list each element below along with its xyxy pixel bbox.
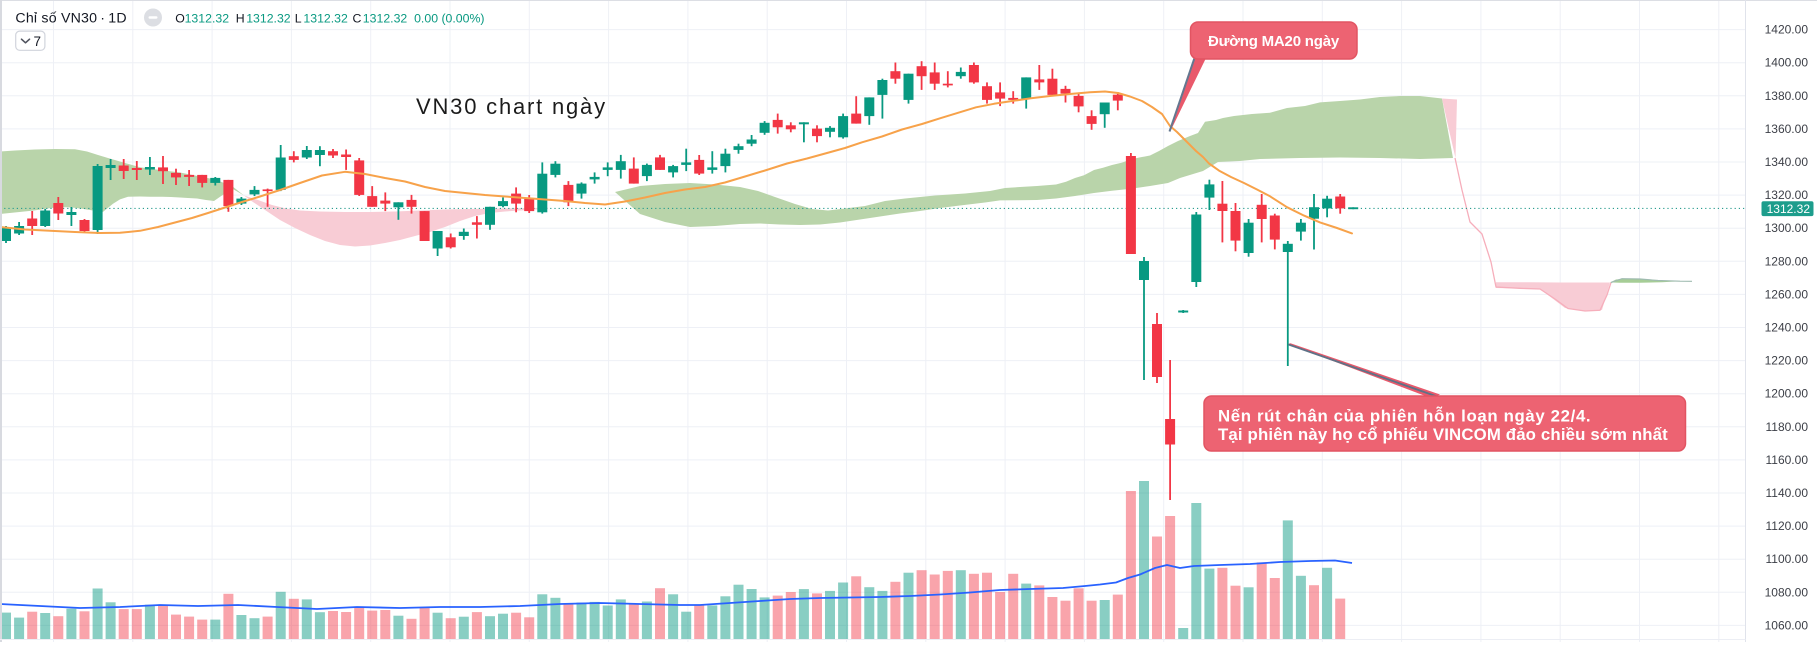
svg-text:Đường MA20 ngày: Đường MA20 ngày [1208, 33, 1340, 50]
svg-text:1420.00: 1420.00 [1765, 23, 1809, 37]
svg-text:1312.32: 1312.32 [303, 11, 348, 25]
svg-text:H: H [236, 11, 245, 25]
svg-text:1312.32: 1312.32 [185, 11, 230, 25]
svg-text:1280.00: 1280.00 [1765, 254, 1809, 268]
svg-text:Tại phiên này họ cổ phiếu VINC: Tại phiên này họ cổ phiếu VINCOM đảo chi… [1218, 425, 1668, 444]
svg-text:VN30 chart ngày: VN30 chart ngày [416, 94, 607, 119]
svg-text:Nến rút chân của phiên hỗn loạ: Nến rút chân của phiên hỗn loạn ngày 22/… [1218, 407, 1591, 426]
svg-text:1240.00: 1240.00 [1765, 321, 1809, 335]
svg-text:1180.00: 1180.00 [1766, 420, 1809, 434]
svg-text:1060.00: 1060.00 [1765, 618, 1809, 632]
svg-text:1320.00: 1320.00 [1765, 188, 1809, 202]
svg-text:1312.32: 1312.32 [363, 11, 408, 25]
svg-text:1100.00: 1100.00 [1766, 552, 1809, 566]
svg-text:7: 7 [34, 34, 42, 49]
svg-text:1360.00: 1360.00 [1765, 122, 1809, 136]
svg-text:1312.32: 1312.32 [246, 11, 291, 25]
svg-text:1300.00: 1300.00 [1765, 221, 1809, 235]
svg-text:1140.00: 1140.00 [1766, 486, 1809, 500]
svg-text:1340.00: 1340.00 [1765, 155, 1809, 169]
svg-text:1080.00: 1080.00 [1765, 585, 1809, 599]
svg-text:C: C [353, 11, 362, 25]
svg-text:1260.00: 1260.00 [1765, 287, 1809, 301]
svg-text:1312.32: 1312.32 [1767, 202, 1811, 216]
svg-text:1160.00: 1160.00 [1766, 453, 1809, 467]
svg-text:1220.00: 1220.00 [1765, 354, 1809, 368]
svg-text:Chỉ số VN30 · 1D: Chỉ số VN30 · 1D [15, 11, 126, 27]
svg-text:1120.00: 1120.00 [1766, 519, 1809, 533]
svg-text:L: L [295, 11, 302, 25]
svg-text:0.00 (0.00%): 0.00 (0.00%) [414, 11, 484, 25]
svg-text:1400.00: 1400.00 [1765, 56, 1809, 70]
svg-text:O: O [175, 11, 185, 25]
svg-text:1200.00: 1200.00 [1765, 387, 1809, 401]
svg-text:1380.00: 1380.00 [1765, 89, 1809, 103]
